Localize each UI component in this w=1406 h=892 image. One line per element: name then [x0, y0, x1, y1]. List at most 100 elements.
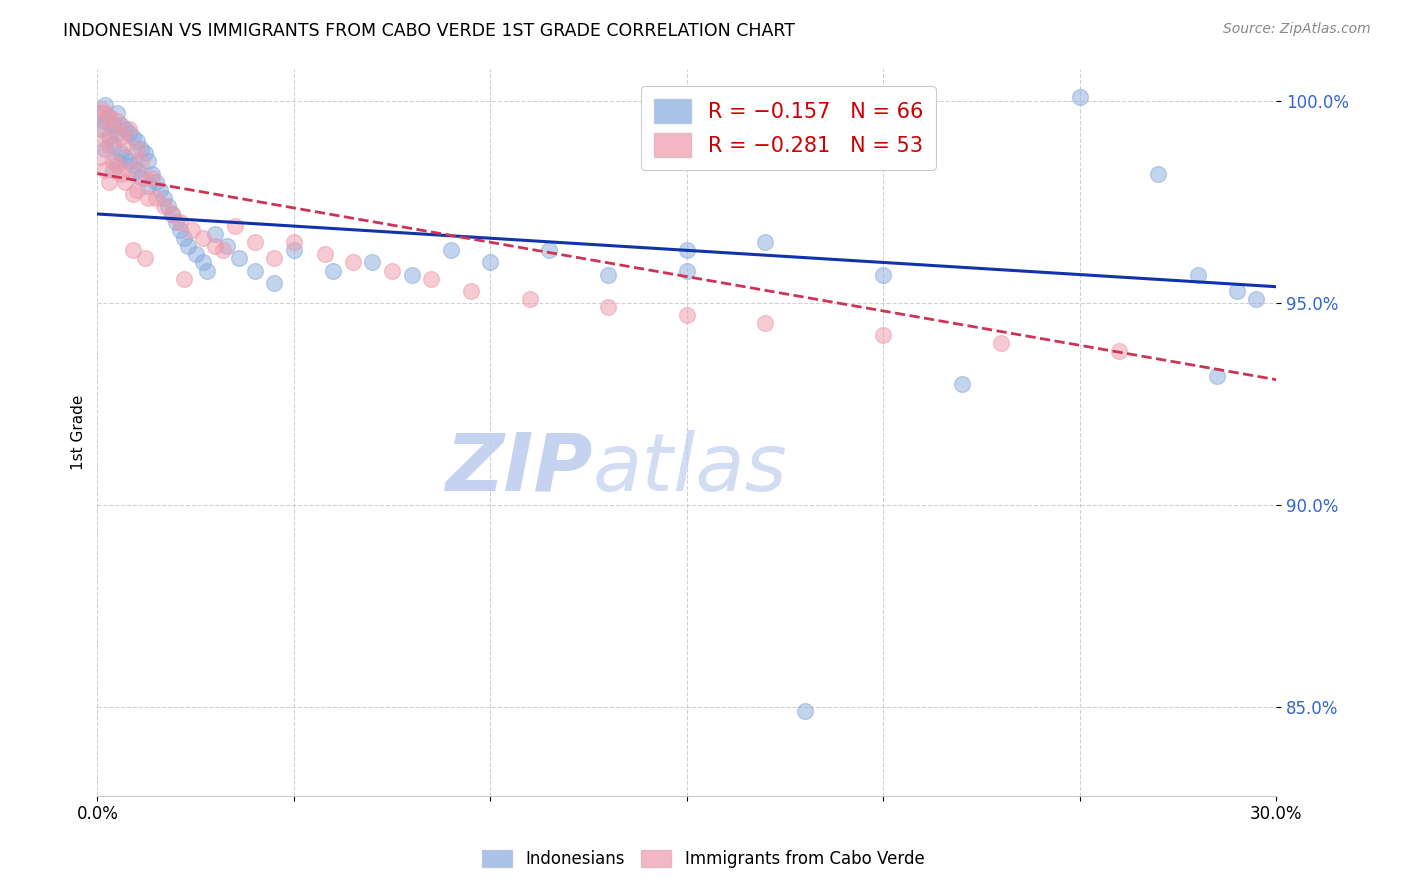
Point — [94, 142, 117, 156]
Point — [145, 175, 167, 189]
Point — [114, 138, 136, 153]
Point — [754, 316, 776, 330]
Point — [793, 704, 815, 718]
Point — [675, 244, 697, 258]
Point — [118, 126, 141, 140]
Point — [314, 247, 336, 261]
Point — [153, 191, 176, 205]
Point — [169, 215, 191, 229]
Point — [125, 183, 148, 197]
Point — [101, 118, 124, 132]
Point — [204, 227, 226, 242]
Point — [118, 162, 141, 177]
Point — [479, 255, 502, 269]
Point — [94, 134, 117, 148]
Point — [105, 154, 128, 169]
Point — [990, 336, 1012, 351]
Point — [134, 146, 156, 161]
Point — [675, 263, 697, 277]
Point — [322, 263, 344, 277]
Point — [114, 150, 136, 164]
Point — [228, 252, 250, 266]
Point — [169, 223, 191, 237]
Text: atlas: atlas — [592, 430, 787, 508]
Point — [598, 268, 620, 282]
Point — [129, 170, 152, 185]
Point — [153, 199, 176, 213]
Point — [90, 150, 112, 164]
Point — [263, 252, 285, 266]
Point — [125, 142, 148, 156]
Text: ZIP: ZIP — [446, 430, 592, 508]
Point — [94, 98, 117, 112]
Point — [460, 284, 482, 298]
Point — [121, 130, 143, 145]
Point — [204, 239, 226, 253]
Point — [138, 154, 160, 169]
Point — [215, 239, 238, 253]
Point — [1246, 292, 1268, 306]
Point — [129, 142, 152, 156]
Point — [110, 130, 132, 145]
Point — [149, 183, 172, 197]
Point — [754, 235, 776, 250]
Point — [94, 114, 117, 128]
Point — [283, 235, 305, 250]
Point — [101, 138, 124, 153]
Point — [519, 292, 541, 306]
Point — [110, 146, 132, 161]
Point — [440, 244, 463, 258]
Point — [1069, 90, 1091, 104]
Point — [105, 114, 128, 128]
Point — [361, 255, 384, 269]
Point — [90, 106, 112, 120]
Point — [141, 170, 163, 185]
Text: INDONESIAN VS IMMIGRANTS FROM CABO VERDE 1ST GRADE CORRELATION CHART: INDONESIAN VS IMMIGRANTS FROM CABO VERDE… — [63, 22, 796, 40]
Legend: R = −0.157   N = 66, R = −0.281   N = 53: R = −0.157 N = 66, R = −0.281 N = 53 — [641, 87, 935, 169]
Point — [950, 376, 973, 391]
Point — [129, 154, 152, 169]
Point — [157, 199, 180, 213]
Point — [675, 308, 697, 322]
Point — [193, 231, 215, 245]
Point — [872, 268, 894, 282]
Point — [381, 263, 404, 277]
Point — [1108, 344, 1130, 359]
Point — [160, 207, 183, 221]
Point — [173, 231, 195, 245]
Point — [90, 122, 112, 136]
Point — [90, 102, 112, 116]
Point — [160, 207, 183, 221]
Point — [105, 106, 128, 120]
Point — [98, 130, 121, 145]
Point — [125, 162, 148, 177]
Point — [114, 175, 136, 189]
Point — [101, 162, 124, 177]
Point — [121, 186, 143, 201]
Point — [342, 255, 364, 269]
Point — [1147, 167, 1170, 181]
Point — [101, 122, 124, 136]
Point — [125, 134, 148, 148]
Point — [134, 170, 156, 185]
Point — [110, 118, 132, 132]
Point — [98, 138, 121, 153]
Point — [141, 167, 163, 181]
Point — [1206, 368, 1229, 383]
Point — [193, 255, 215, 269]
Point — [1187, 268, 1209, 282]
Point — [145, 191, 167, 205]
Point — [538, 244, 561, 258]
Y-axis label: 1st Grade: 1st Grade — [72, 394, 86, 470]
Point — [101, 154, 124, 169]
Point — [118, 154, 141, 169]
Point — [98, 110, 121, 124]
Point — [420, 271, 443, 285]
Point — [90, 122, 112, 136]
Point — [401, 268, 423, 282]
Point — [94, 162, 117, 177]
Point — [1226, 284, 1249, 298]
Point — [138, 191, 160, 205]
Point — [173, 271, 195, 285]
Point — [105, 126, 128, 140]
